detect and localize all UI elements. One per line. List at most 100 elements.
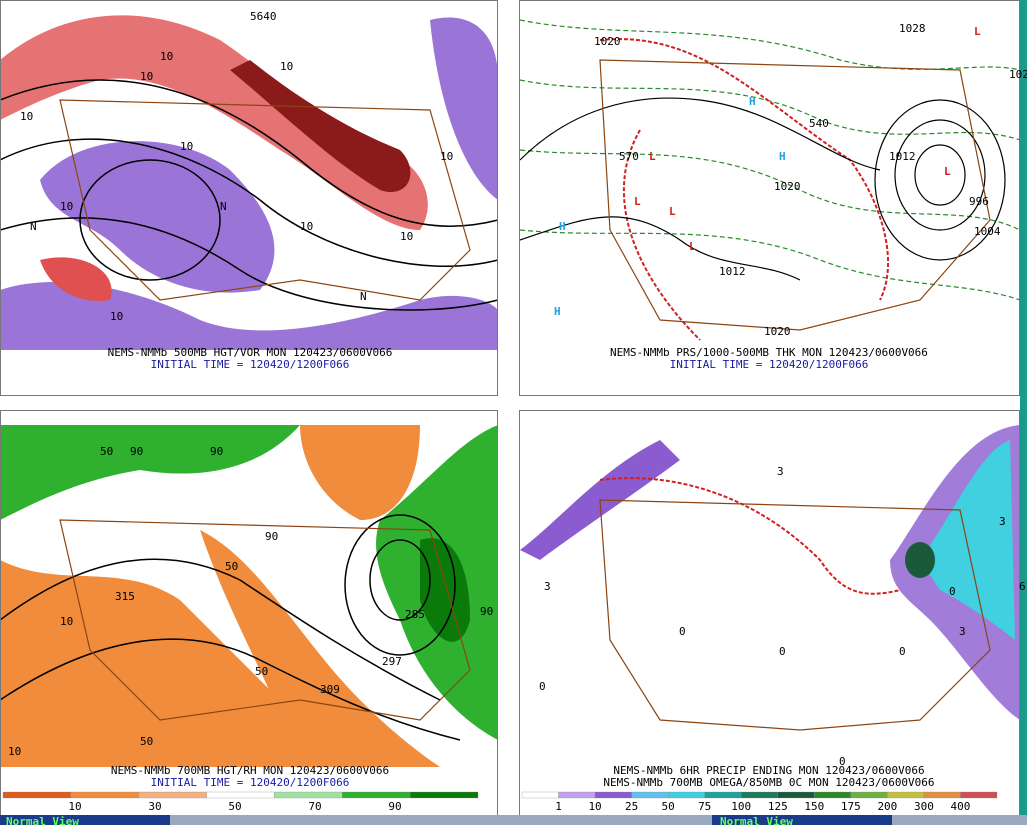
rh-dry — [300, 425, 420, 520]
vorticity-max — [230, 60, 411, 192]
colorbar-swatch — [558, 791, 596, 799]
thickness-contours — [519, 19, 1021, 301]
pressure-center: H — [559, 220, 566, 233]
contour-label: 90 — [210, 445, 223, 458]
contour — [0, 138, 499, 267]
contour-label: 315 — [115, 590, 135, 603]
colorbar-swatch — [70, 791, 139, 799]
colorbar-swatch — [704, 791, 742, 799]
contour-label: 0 — [899, 645, 906, 658]
contour-label: 90 — [130, 445, 143, 458]
contour-label: N — [30, 220, 37, 233]
panel-caption: NEMS-NMMb 500MB HGT/VOR MON 120423/0600V… — [108, 346, 393, 359]
vorticity-positive — [40, 257, 112, 301]
contour-label: 10 — [280, 60, 293, 73]
button[interactable] — [712, 815, 892, 825]
precip-moderate — [920, 440, 1015, 640]
thickness-540 — [599, 38, 889, 341]
contour-label: 10 — [400, 230, 413, 243]
button-label: Normal View — [720, 815, 793, 825]
colorbar-label: 30 — [148, 800, 161, 813]
colorbar-swatch — [923, 791, 961, 799]
contour-label: 570 — [619, 150, 639, 163]
panel-pressure — [519, 0, 1021, 396]
colorbar-label: 90 — [388, 800, 401, 813]
contour — [0, 79, 499, 227]
pressure-center: H — [554, 305, 561, 318]
contour-label: 285 — [405, 608, 425, 621]
colorbar-label: 10 — [588, 800, 601, 813]
pressure-center: L — [634, 195, 641, 208]
colorbar-label: 200 — [877, 800, 897, 813]
button[interactable] — [0, 815, 170, 825]
colorbar-swatch — [668, 791, 705, 799]
colorbar-swatch — [850, 791, 888, 799]
pressure-center: H — [779, 150, 786, 163]
colorbar-swatch — [814, 791, 851, 799]
button-label: Normal View — [6, 815, 79, 825]
colorbar-swatch — [342, 791, 411, 799]
colorbar-swatch — [960, 791, 998, 799]
colorbar-swatch — [594, 791, 632, 799]
colorbar-label: 175 — [841, 800, 861, 813]
contour-label: 102 — [1009, 68, 1027, 81]
contour-label: 540 — [809, 117, 829, 130]
contour-label: 1020 — [594, 35, 621, 48]
contour-label: 6 — [1019, 580, 1026, 593]
panel-caption: INITIAL TIME = 120420/1200F066 — [151, 776, 350, 789]
colorbar-label: 400 — [951, 800, 971, 813]
contour-label: 10 — [300, 220, 313, 233]
panel-caption: INITIAL TIME = 120420/1200F066 — [670, 358, 869, 371]
colorbar-label: 125 — [768, 800, 788, 813]
colorbar-label: 10 — [68, 800, 81, 813]
contour-label: 3 — [777, 465, 784, 478]
colorbar-swatch — [631, 791, 669, 799]
isobars — [519, 97, 1006, 281]
panel-precip — [519, 410, 1020, 816]
contour-label: 10 — [160, 50, 173, 63]
borders — [599, 499, 991, 731]
panel-vorticity — [0, 0, 499, 396]
colorbar-label: 25 — [625, 800, 638, 813]
panel-frame — [0, 0, 498, 396]
contour-label: 3 — [959, 625, 966, 638]
contour-label: 1012 — [719, 265, 746, 278]
contour-label: 996 — [969, 195, 989, 208]
contour-label: 0 — [949, 585, 956, 598]
contour-label: 1028 — [899, 22, 926, 35]
contour-label: 0 — [679, 625, 686, 638]
contour-label: 50 — [140, 735, 153, 748]
colorbar-label: 1 — [555, 800, 562, 813]
colorbar-label: 150 — [804, 800, 824, 813]
contour-label: 10 — [60, 615, 73, 628]
rh-moist — [0, 425, 300, 520]
freezing-line — [599, 477, 901, 595]
colorbar-swatch — [138, 791, 207, 799]
rh-saturated — [420, 538, 470, 642]
borders — [599, 59, 991, 331]
colorbar-swatch — [274, 791, 343, 799]
colorbar-label: 100 — [731, 800, 751, 813]
contour-label: 90 — [480, 605, 493, 618]
contour-label: 0 — [779, 645, 786, 658]
contour-label: 3 — [544, 580, 551, 593]
pressure-center: L — [649, 150, 656, 163]
contour-label: 50 — [225, 560, 238, 573]
pressure-center: L — [944, 165, 951, 178]
contour-label: 10 — [140, 70, 153, 83]
rh-dry — [200, 530, 440, 767]
contour-label: 90 — [265, 530, 278, 543]
colorbar-swatch — [521, 791, 559, 799]
contour-label: 3 — [999, 515, 1006, 528]
colorbar-label: 300 — [914, 800, 934, 813]
panel-humidity — [0, 410, 498, 816]
contour-label: 1012 — [889, 150, 916, 163]
contour-label: 0 — [539, 680, 546, 693]
colorbar-swatch — [741, 791, 778, 799]
pressure-center: L — [974, 25, 981, 38]
borders — [59, 99, 471, 301]
colorbar-swatch — [887, 791, 925, 799]
contour-label: 10 — [110, 310, 123, 323]
contour-label: 10 — [180, 140, 193, 153]
